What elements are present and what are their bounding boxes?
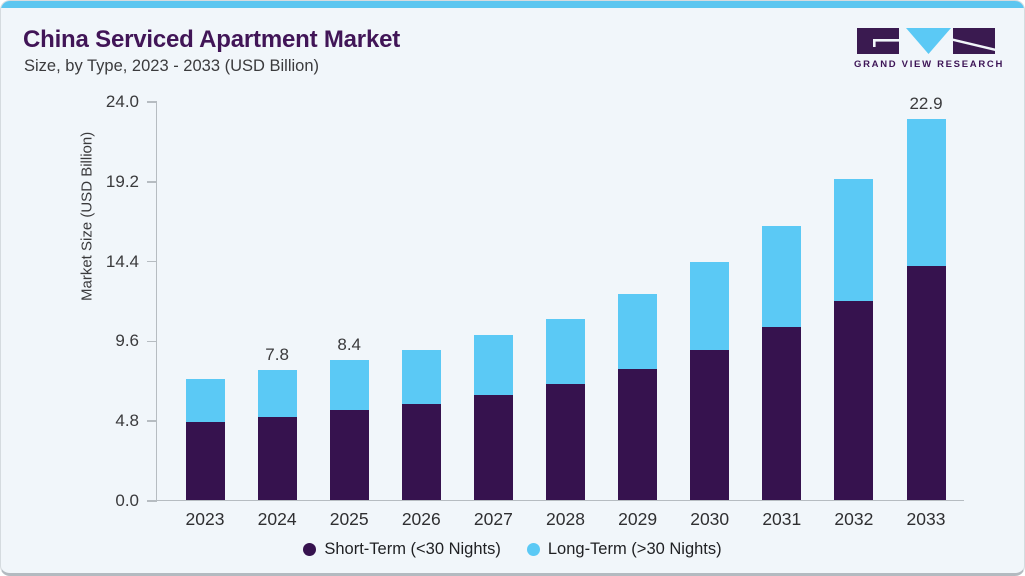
y-tick-label: 24.0 [105,92,139,111]
y-tick-label: 14.4 [105,251,139,271]
bar-segment-long-term [546,318,585,384]
x-tick-label: 2032 [834,509,874,529]
x-tick-label: 2027 [473,509,513,529]
bar-value-label: 7.8 [265,345,289,365]
y-tick-label: 19.2 [105,171,139,191]
legend-item: Long-Term (>30 Nights) [526,540,722,559]
x-tick-label: 2031 [762,509,802,529]
bar-segment-short-term [690,350,730,500]
bar-segment-short-term [473,395,513,500]
bar-segment-long-term [762,225,802,328]
x-tick-label: 2033 [906,509,946,529]
x-tick-label: 2024 [257,509,297,529]
bar-segment-long-term [690,262,730,351]
plot-area: 0.0 4.8 9.6 14.4 19.2 24.0 2023 7.8 2024 8.4 2025 2… [106,92,964,529]
bar-segment-short-term [618,368,658,500]
x-tick-label: 2026 [401,509,441,529]
x-tick-label: 2029 [618,509,658,529]
bar-segment-long-term [401,350,441,404]
legend-marker-icon [526,543,540,556]
y-tick-label: 9.6 [115,331,139,351]
bar-segment-long-term [257,370,297,417]
grand-view-research-logo: GRAND VIEW RESEARCH [854,28,1005,70]
page-title: China Serviced Apartment Market [23,26,401,53]
bar-segment-long-term [185,378,225,422]
bar-segment-long-term [473,335,513,396]
bar-value-label: 8.4 [337,335,361,355]
bar-segment-short-term [762,327,802,500]
bar-segment-long-term [906,119,946,266]
y-tick-mark [147,420,157,422]
x-tick-label: 2025 [329,509,369,529]
legend-item: Short-Term (<30 Nights) [303,540,501,559]
y-tick-mark [147,101,157,103]
bar-value-label: 22.9 [909,94,943,114]
bar-segment-short-term [546,383,585,500]
bar-segment-short-term [185,421,225,500]
logo-text: GRAND VIEW RESEARCH [854,59,1005,70]
bar-segment-long-term [834,179,874,301]
legend-label: Long-Term (>30 Nights) [547,540,722,558]
chart-legend: Short-Term (<30 Nights) Long-Term (>30 Ni… [1,540,1024,559]
bar-segment-short-term [257,416,297,500]
bar-segment-short-term [834,300,874,500]
y-tick-mark [147,500,157,502]
x-tick-label: 2023 [185,509,225,529]
gvr-logo-icon [857,28,995,54]
y-tick-mark [147,340,157,343]
y-tick-label: 0.0 [115,491,139,510]
bar-segment-short-term [329,410,369,500]
legend-label: Short-Term (<30 Nights) [324,540,501,558]
bar-segment-long-term [329,360,369,411]
bar-segment-short-term [401,403,441,500]
y-tick-mark [147,181,157,183]
top-accent-bar [1,1,1024,8]
y-tick-label: 4.8 [115,411,139,431]
x-tick-label: 2030 [690,509,730,529]
bar-segment-long-term [618,293,658,369]
page-subtitle: Size, by Type, 2023 - 2033 (USD Billion) [24,57,320,75]
legend-marker-icon [303,543,317,556]
x-tick-label: 2028 [546,509,585,529]
bar-segment-short-term [906,265,946,500]
y-tick-mark [147,260,157,263]
